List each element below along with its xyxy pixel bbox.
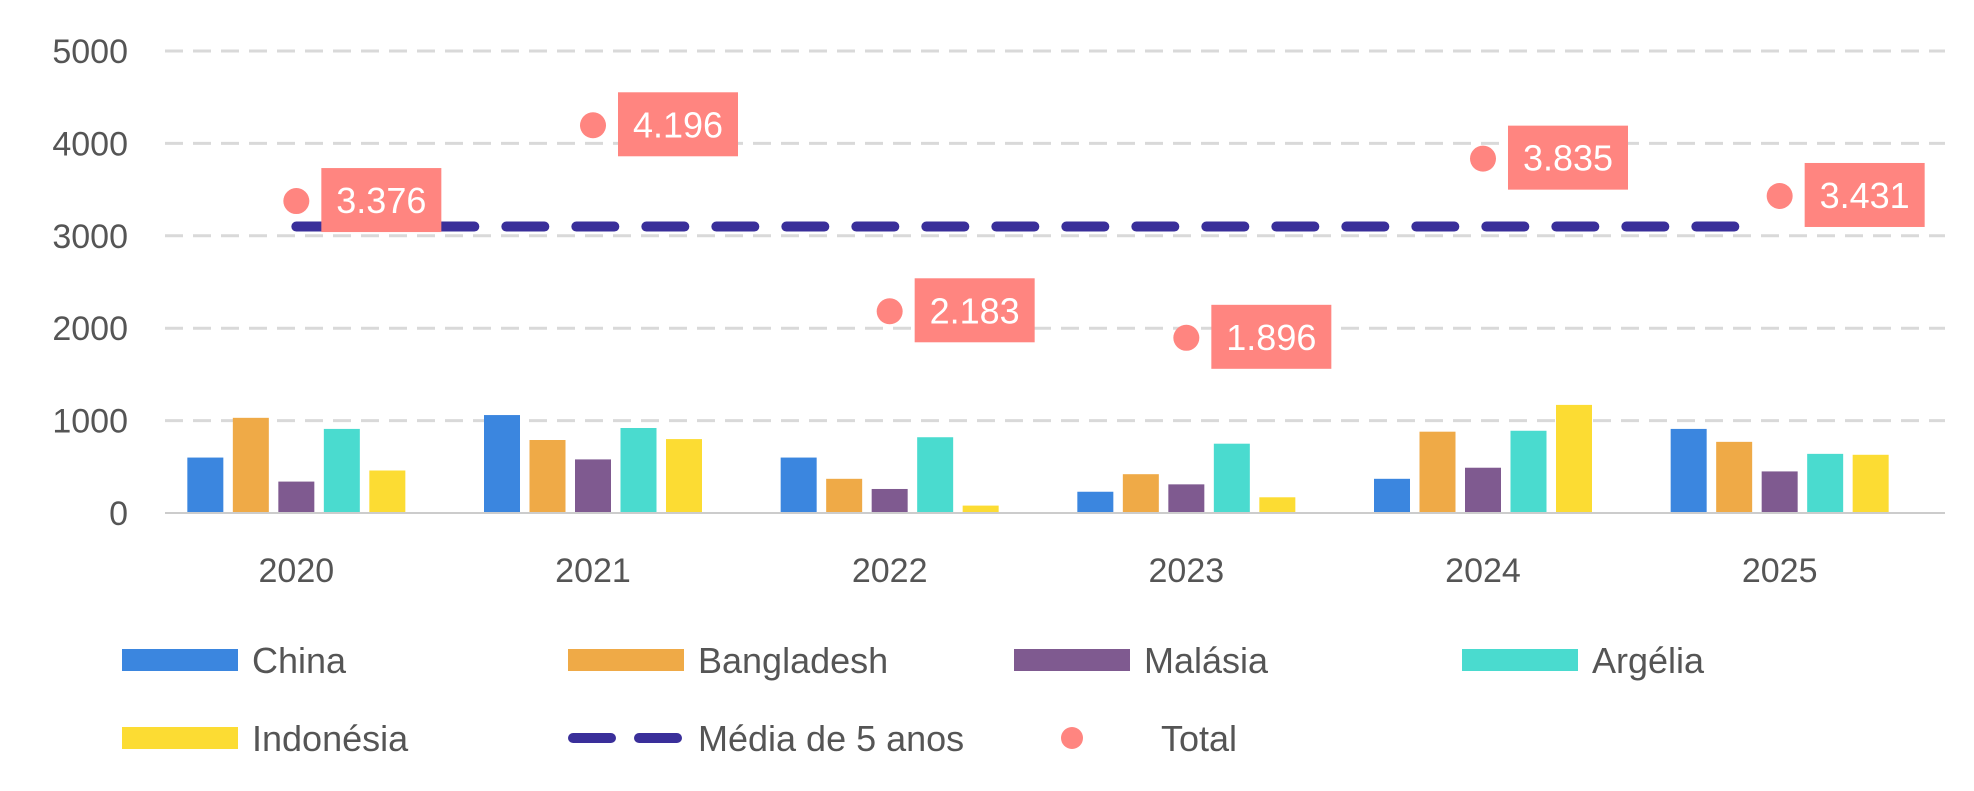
bar	[780, 457, 817, 513]
bar	[962, 505, 999, 513]
bar	[278, 481, 315, 513]
bar	[1465, 467, 1501, 513]
total-label: 2.183	[930, 290, 1020, 331]
bar	[871, 488, 908, 513]
y-axis-ticks: 0 1000 2000 3000 4000 5000	[52, 33, 128, 533]
bar	[1807, 453, 1844, 513]
total-label: 1.896	[1226, 317, 1316, 358]
legend-swatch	[568, 649, 684, 671]
legend-swatch	[1014, 649, 1130, 671]
total-marker	[876, 298, 903, 325]
total-markers: 3.376 4.196 2.183 1.896 3.835 3.431	[283, 92, 1925, 369]
x-tick-label: 2021	[555, 552, 631, 590]
total-marker	[283, 188, 310, 215]
bar	[1556, 404, 1592, 513]
bar	[529, 440, 566, 513]
bar	[1259, 497, 1296, 513]
legend-item: Total	[1061, 718, 1237, 759]
bar	[575, 459, 611, 513]
total-label: 4.196	[633, 104, 723, 145]
total-marker	[1766, 182, 1793, 209]
bar	[1761, 471, 1798, 513]
bar	[1374, 478, 1410, 513]
legend-label: China	[252, 640, 347, 681]
legend-label: Indonésia	[252, 718, 409, 759]
bar	[1716, 441, 1753, 513]
bar	[620, 427, 657, 513]
legend-swatch	[1462, 649, 1578, 671]
total-label: 3.835	[1523, 138, 1613, 179]
total-marker	[580, 112, 606, 139]
y-tick-label: 0	[109, 495, 128, 533]
legend-item: Média de 5 anos	[568, 718, 964, 759]
total-label: 3.431	[1820, 175, 1910, 216]
legend-item: China	[122, 640, 347, 681]
total-label-box	[321, 168, 442, 233]
legend-swatch	[122, 727, 238, 749]
legend-item: Bangladesh	[568, 640, 888, 681]
bar	[1213, 443, 1250, 513]
legend: China Bangladesh Malásia Argélia Indonésia Mé…	[122, 640, 1705, 759]
y-tick-label: 2000	[52, 310, 128, 348]
legend-label: Total	[1161, 718, 1237, 759]
legend-swatch	[122, 649, 238, 671]
x-tick-label: 2020	[259, 552, 335, 590]
bar	[1122, 474, 1159, 513]
total-label-box	[1211, 304, 1332, 369]
bar	[323, 428, 360, 513]
total-label-box	[1508, 125, 1628, 190]
bar	[666, 439, 702, 513]
bars	[187, 404, 1889, 513]
legend-label: Malásia	[1144, 640, 1269, 681]
legend-item: Indonésia	[122, 718, 409, 759]
bar	[187, 457, 224, 513]
x-tick-label: 2024	[1445, 552, 1521, 590]
bar	[917, 437, 954, 513]
x-tick-label: 2023	[1149, 552, 1225, 590]
bar	[484, 415, 520, 513]
total-label-box	[914, 278, 1035, 343]
bar	[1419, 431, 1456, 513]
bar	[232, 417, 269, 513]
bar	[826, 478, 863, 513]
total-label-box	[618, 92, 738, 157]
y-tick-label: 1000	[52, 403, 128, 441]
x-axis-ticks: 2020 2021 2022 2023 2024 2025	[259, 552, 1818, 590]
y-tick-label: 5000	[52, 33, 128, 71]
total-label-box	[1804, 162, 1925, 227]
y-tick-label: 4000	[52, 125, 128, 163]
legend-label: Bangladesh	[698, 640, 888, 681]
bar	[1852, 454, 1889, 513]
bar	[369, 470, 406, 513]
total-marker	[1173, 324, 1200, 351]
legend-item: Malásia	[1014, 640, 1269, 681]
x-tick-label: 2025	[1742, 552, 1818, 590]
legend-item: Argélia	[1462, 640, 1705, 681]
bar	[1670, 428, 1707, 513]
y-tick-label: 3000	[52, 218, 128, 256]
total-marker	[1470, 145, 1496, 172]
grid-lines	[165, 49, 1945, 423]
bar	[1510, 430, 1547, 513]
total-label: 3.376	[336, 180, 426, 221]
x-tick-label: 2022	[852, 552, 928, 590]
legend-label: Argélia	[1592, 640, 1705, 681]
legend-label: Média de 5 anos	[698, 718, 964, 759]
bar	[1077, 491, 1114, 513]
bar	[1168, 484, 1205, 513]
legend-swatch	[1061, 727, 1083, 749]
